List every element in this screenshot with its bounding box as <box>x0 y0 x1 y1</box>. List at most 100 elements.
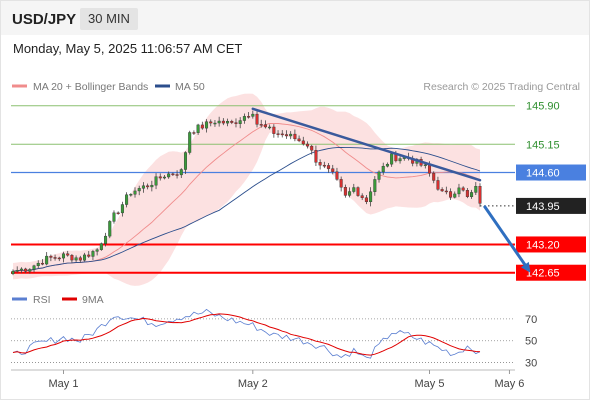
rsi-tick-label: 50 <box>525 336 537 348</box>
candle-body <box>175 174 179 176</box>
resistance-trendline <box>251 107 482 182</box>
candle-body <box>129 194 133 196</box>
rsi-tick-label: 70 <box>525 314 537 326</box>
candle-body <box>61 253 65 259</box>
forecast-arrow-head <box>520 261 531 273</box>
candle-body <box>440 189 444 192</box>
candle-body <box>268 126 272 129</box>
candle-body <box>369 191 373 203</box>
candle-body <box>390 153 394 165</box>
candle-body <box>87 254 91 257</box>
candle-body <box>141 185 145 189</box>
candle-body <box>146 185 150 188</box>
candle-body <box>297 138 301 142</box>
candle-body <box>158 176 162 179</box>
candle-body <box>284 134 288 137</box>
candle-body <box>209 121 213 124</box>
level-label: 145.90 <box>526 101 560 113</box>
candle-body <box>247 116 251 118</box>
rsi-legend-label: RSI <box>33 294 51 306</box>
candle-body <box>45 255 49 265</box>
level-label: 145.15 <box>526 139 560 151</box>
header-bar: USD/JPY 30 MIN <box>1 1 589 35</box>
x-tick-label: May 2 <box>238 378 268 390</box>
candle-body <box>120 204 124 214</box>
x-tick-label: May 6 <box>494 378 524 390</box>
candle-body <box>293 133 297 140</box>
candle-body <box>444 190 448 193</box>
rsi-line <box>12 308 481 359</box>
level-label-box <box>516 164 586 181</box>
candle-body <box>188 132 192 153</box>
candle-body <box>74 257 78 261</box>
candle-body <box>49 255 53 258</box>
forecast-arrow-shaft <box>482 205 527 267</box>
candle-body <box>19 268 23 271</box>
rsi-tick-label: 30 <box>525 358 537 370</box>
candle-body <box>255 113 259 125</box>
candle-body <box>99 243 103 250</box>
candle-body <box>457 187 461 195</box>
candle-body <box>306 143 310 147</box>
candle-body <box>263 124 267 128</box>
timeframe-badge[interactable]: 30 MIN <box>80 8 138 30</box>
candle-body <box>478 186 482 204</box>
candle-body <box>377 171 381 180</box>
level-label: 143.95 <box>526 201 560 213</box>
bollinger-band <box>13 93 480 286</box>
candle-body <box>461 187 465 191</box>
candle-body <box>242 116 246 121</box>
rsi-ma-line <box>12 313 481 356</box>
candle-body <box>36 262 40 267</box>
candle-body <box>251 113 255 117</box>
credit-label: Research © 2025 Trading Central <box>423 81 580 93</box>
candle-body <box>91 251 95 257</box>
candle-body <box>385 163 389 167</box>
candle-body <box>70 255 74 261</box>
level-label: 142.65 <box>526 268 560 280</box>
candle-body <box>28 269 32 272</box>
candle-body <box>15 270 19 272</box>
candle-body <box>162 176 166 179</box>
candle-body <box>335 171 339 180</box>
candle-body <box>57 257 61 260</box>
candle-body <box>428 164 432 174</box>
candle-body <box>356 187 360 196</box>
rsi-ma-legend-label: 9MA <box>82 294 104 306</box>
candle-body <box>66 253 70 256</box>
candle-body <box>289 133 293 137</box>
candle-body <box>373 179 377 192</box>
candle-body <box>331 168 335 172</box>
candle-body <box>318 162 322 166</box>
candle-body <box>272 126 276 134</box>
candle-body <box>301 140 305 145</box>
candle-body <box>398 158 402 162</box>
candle-body <box>137 188 141 192</box>
candle-body <box>183 152 187 170</box>
candle-body <box>314 150 318 163</box>
candle-body <box>339 179 343 188</box>
candle-body <box>423 164 427 166</box>
candle-body <box>196 124 200 133</box>
candle-body <box>322 164 326 167</box>
candle-body <box>310 145 314 151</box>
candle-body <box>259 124 263 126</box>
candle-body <box>133 190 137 195</box>
ma20-legend-label: MA 20 + Bollinger Bands <box>33 81 148 93</box>
symbol-title: USD/JPY <box>12 11 77 28</box>
level-label-box <box>516 197 586 214</box>
candle-body <box>360 195 364 198</box>
candle-body <box>171 173 175 176</box>
candle-body <box>343 187 347 196</box>
candle-body <box>179 169 183 176</box>
candle-body <box>116 212 120 215</box>
candle-body <box>465 190 469 197</box>
candle-body <box>453 193 457 198</box>
candle-body <box>276 133 280 135</box>
candle-body <box>432 172 436 181</box>
candle-body <box>192 132 196 134</box>
candle-body <box>112 212 116 222</box>
candle-body <box>167 173 171 178</box>
candle-body <box>352 187 356 192</box>
